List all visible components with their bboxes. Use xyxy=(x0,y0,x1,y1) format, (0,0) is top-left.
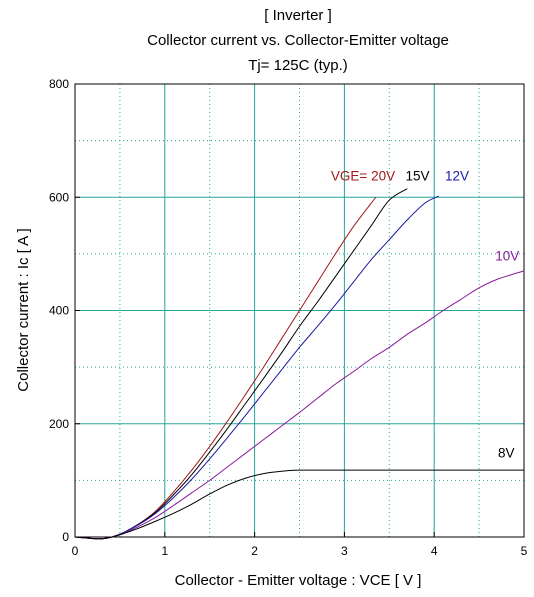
y-tick-label: 400 xyxy=(49,304,69,318)
x-tick-label: 3 xyxy=(341,544,348,558)
y-tick-label: 800 xyxy=(49,77,69,91)
chart-title-line-3: Tj= 125C (typ.) xyxy=(248,57,348,74)
x-tick-label: 0 xyxy=(72,544,79,558)
y-axis-title: Collector current : Ic [ A ] xyxy=(15,228,32,391)
series-line-4 xyxy=(74,469,525,540)
x-tick-label: 2 xyxy=(251,544,258,558)
x-tick-label: 4 xyxy=(431,544,438,558)
series-label-0: VGE= 20V xyxy=(331,168,395,183)
series-line-3 xyxy=(74,270,525,540)
series-label-2: 12V xyxy=(445,168,469,183)
series-labels: VGE= 20V 15V 12V 10V 8V xyxy=(331,168,519,460)
series-label-1: 15V xyxy=(405,168,429,183)
y-tick-label: 200 xyxy=(49,417,69,431)
chart-title: [ Inverter ] Collector current vs. Colle… xyxy=(147,7,449,74)
y-tick-label: 600 xyxy=(49,190,69,204)
tick-labels: 0 1 2 3 4 5 0 200 400 600 800 xyxy=(49,77,528,558)
x-tick-label: 1 xyxy=(161,544,168,558)
y-tick-label: 0 xyxy=(62,530,69,544)
series-line-2 xyxy=(74,195,439,540)
series-line-1 xyxy=(74,188,408,540)
series-label-3: 10V xyxy=(495,249,519,264)
series-layer xyxy=(74,188,525,540)
chart-title-line-2: Collector current vs. Collector-Emitter … xyxy=(147,32,449,49)
x-axis-title: Collector - Emitter voltage : VCE [ V ] xyxy=(175,572,422,589)
x-tick-label: 5 xyxy=(521,544,528,558)
chart-title-line-1: [ Inverter ] xyxy=(264,7,332,24)
series-label-4: 8V xyxy=(498,446,515,461)
